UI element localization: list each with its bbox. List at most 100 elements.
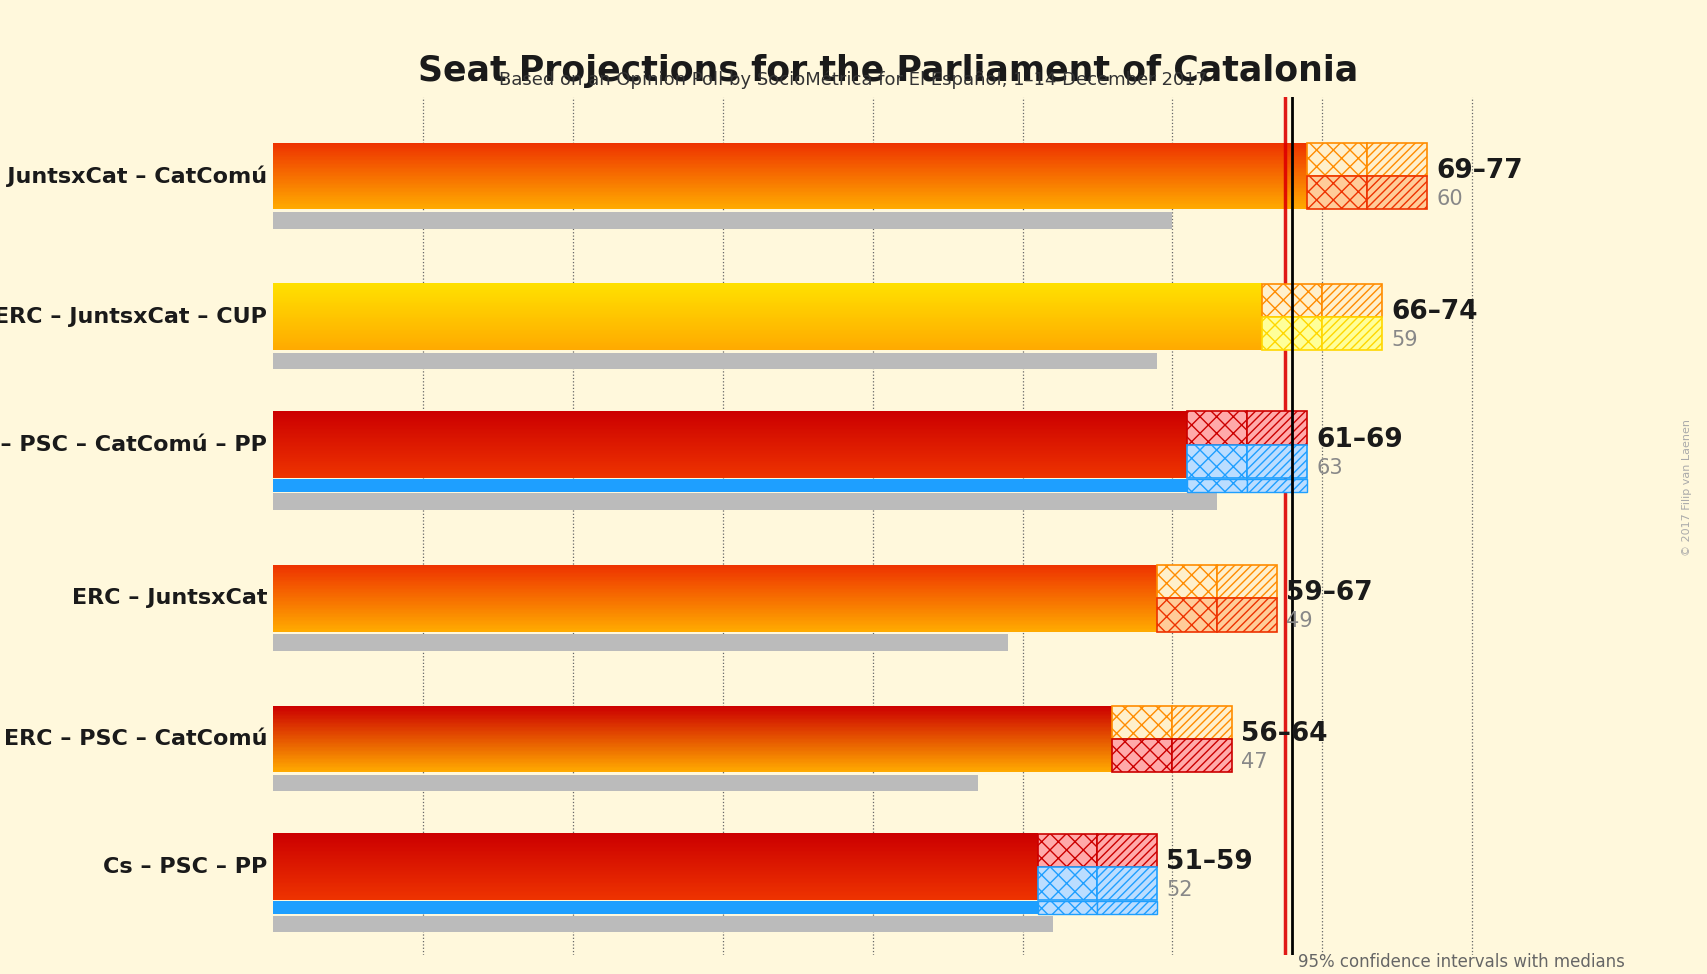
Bar [273,916,1053,932]
Bar [273,752,1113,754]
Bar [273,843,1038,844]
Bar [273,173,1308,174]
Bar [273,855,1038,856]
Bar [273,861,1038,863]
Bar [273,612,1157,613]
Bar [273,306,1263,308]
Bar [273,582,1157,583]
Bar [1188,479,1248,492]
Bar [273,617,1157,618]
Bar [273,314,1263,316]
Bar [273,316,1263,317]
Bar [273,579,1157,580]
Bar [273,707,1113,708]
Bar [273,626,1157,627]
Bar [273,155,1308,156]
Bar [273,871,1038,872]
Bar [273,164,1308,166]
Bar [1098,867,1157,900]
Bar [1263,317,1323,350]
Bar [273,897,1038,899]
Bar [273,196,1308,198]
Bar [273,458,1188,460]
Bar [273,624,1157,626]
Bar [273,598,1157,600]
Bar [273,606,1157,608]
Bar [273,768,1113,769]
Bar [273,435,1188,436]
Bar [273,868,1038,870]
Bar [273,756,1113,758]
Bar [273,727,1113,729]
Bar [273,587,1157,589]
Bar [1038,867,1098,900]
Bar [273,762,1113,763]
Bar [273,422,1188,424]
Bar [273,189,1308,191]
Bar [273,770,1113,772]
Text: ERC – PSC – CatComú: ERC – PSC – CatComú [3,729,266,749]
Bar [273,884,1038,885]
Bar [273,471,1188,472]
Bar [273,200,1308,202]
Text: 61–69: 61–69 [1316,427,1403,453]
Bar [273,147,1308,148]
Bar [1038,834,1098,867]
Bar [273,464,1188,465]
Bar [273,291,1263,293]
Bar [273,191,1308,192]
Bar [273,874,1038,875]
Bar [273,839,1038,841]
Bar [273,455,1188,457]
Bar [273,841,1038,842]
Bar [273,726,1113,727]
Bar [1098,901,1157,915]
Bar [273,170,1308,172]
Bar [273,745,1113,747]
Bar [273,838,1038,839]
Bar [273,333,1263,334]
Bar [273,330,1263,331]
Bar [273,594,1157,595]
Bar [273,716,1113,718]
Bar [273,879,1038,880]
Bar [273,846,1038,848]
Bar [273,610,1157,612]
Bar [273,182,1308,184]
Bar [273,327,1263,329]
Bar [273,301,1263,302]
Bar [273,634,1007,651]
Bar [273,453,1188,454]
Bar [273,438,1188,439]
Bar [273,866,1038,867]
Text: 95% confidence intervals with medians: 95% confidence intervals with medians [1299,954,1625,971]
Bar [273,308,1263,309]
Bar [273,878,1038,879]
Bar [273,708,1113,710]
Bar [273,605,1157,606]
Bar [273,328,1263,330]
Bar [273,203,1308,204]
Bar [273,577,1157,579]
Bar [273,601,1157,602]
Bar [273,892,1038,893]
Bar [273,591,1157,593]
Bar [273,185,1308,187]
Bar [273,425,1188,426]
Bar [273,158,1308,159]
Bar [1217,565,1277,598]
Bar [273,857,1038,859]
Bar [1263,283,1323,317]
Bar [273,434,1188,435]
Text: 51–59: 51–59 [1166,848,1253,875]
Bar [273,284,1263,286]
Bar [273,711,1113,712]
Bar [273,346,1263,348]
Bar [273,309,1263,310]
Bar [273,583,1157,585]
Bar [273,630,1157,631]
Bar [273,334,1263,335]
Text: ERC – JuntsxCat – CatComú: ERC – JuntsxCat – CatComú [0,166,266,187]
Bar [273,436,1188,438]
Bar [273,872,1038,874]
